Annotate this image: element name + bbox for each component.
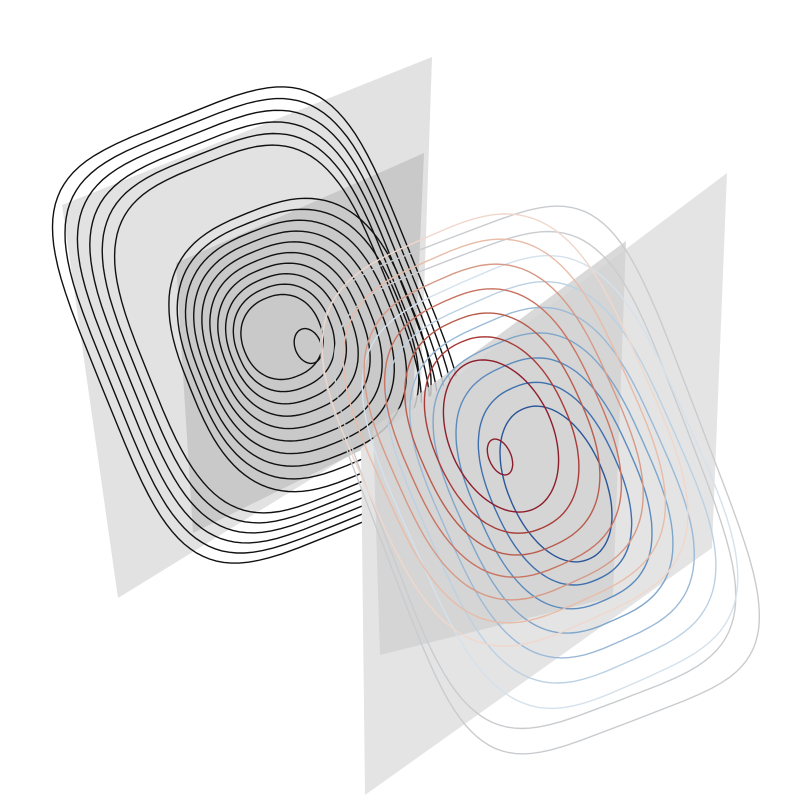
right-blue-contour-line: [499, 405, 613, 563]
right-center-contour-marker: [486, 438, 514, 476]
left-inner-contour-line: [192, 230, 396, 455]
left-center-contour-marker: [293, 327, 323, 365]
left-inner-contour-line: [217, 262, 359, 417]
right-red-contour-line: [342, 238, 667, 624]
right-blue-contour-line: [455, 357, 653, 610]
right-blue-contour-line: [432, 332, 674, 634]
left-inner-contour-line: [240, 293, 324, 381]
right-red-contour-line: [423, 336, 580, 534]
right-blue-contour-line: [361, 254, 739, 710]
right-contour-panel: [320, 173, 760, 795]
right-blue-contour-line: [385, 280, 717, 684]
left-inner-contour-line: [232, 283, 336, 393]
right-blue-contour-line: [408, 306, 696, 659]
left-inner-contour-line: [224, 272, 348, 405]
right-red-contour-line: [321, 213, 689, 647]
right-contour-lines: [320, 205, 760, 755]
left-inner-contour-line: [209, 251, 371, 430]
right-red-contour-line: [404, 312, 601, 556]
right-neutral-contour-line: [320, 205, 760, 755]
left-inner-contour-line: [201, 241, 383, 442]
right-blue-contour-line: [477, 381, 633, 586]
right-red-contour-line: [383, 288, 623, 578]
right-neutral-contour-line: [333, 230, 737, 730]
right-red-contour-line: [363, 263, 644, 601]
right-red-contour-line: [442, 359, 560, 513]
